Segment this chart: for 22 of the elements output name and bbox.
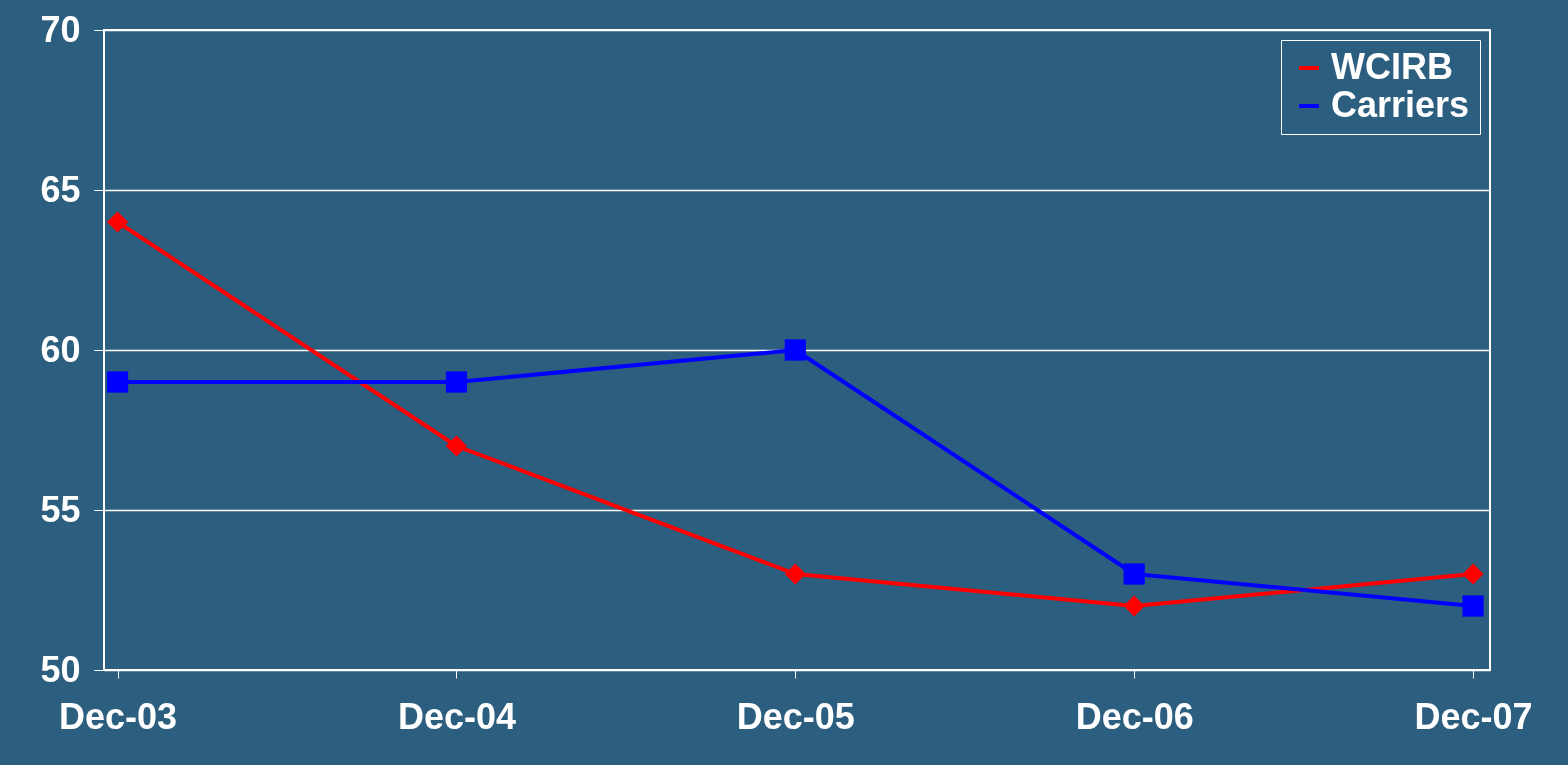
y-tick-label: 50 bbox=[40, 648, 81, 690]
point bbox=[1123, 595, 1145, 617]
x-tick-label: Dec-04 bbox=[397, 695, 516, 737]
point bbox=[1462, 563, 1484, 585]
legend-label: WCIRB bbox=[1331, 46, 1453, 87]
point bbox=[784, 339, 806, 361]
point bbox=[1462, 595, 1484, 617]
point bbox=[445, 435, 468, 457]
point bbox=[784, 563, 806, 585]
point bbox=[1123, 563, 1145, 585]
x-tick-label: Dec-06 bbox=[1075, 695, 1194, 737]
point bbox=[445, 371, 468, 393]
y-tick-label: 70 bbox=[40, 8, 81, 50]
y-tick-label: 60 bbox=[40, 328, 81, 370]
x-tick-label: Dec-07 bbox=[1414, 695, 1533, 737]
y-tick-label: 65 bbox=[40, 168, 81, 210]
legend-label: Carriers bbox=[1331, 84, 1470, 125]
point bbox=[106, 371, 129, 393]
x-tick-label: Dec-03 bbox=[59, 695, 178, 737]
point bbox=[106, 211, 129, 233]
y-tick-label: 55 bbox=[40, 488, 81, 530]
x-tick-label: Dec-05 bbox=[736, 695, 855, 737]
